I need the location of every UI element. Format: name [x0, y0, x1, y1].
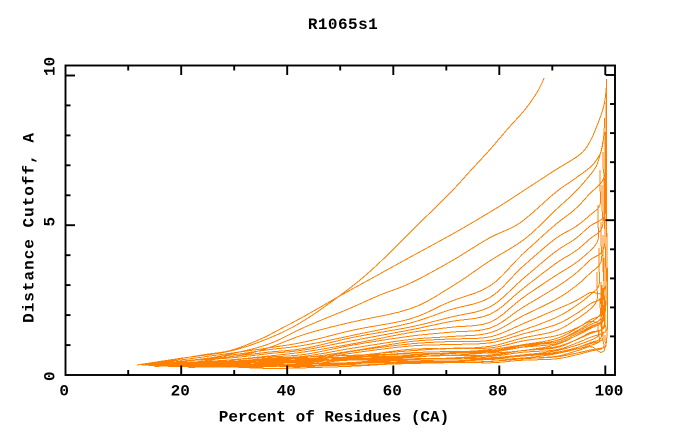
svg-text:R1065s1: R1065s1: [308, 16, 378, 34]
svg-text:60: 60: [383, 383, 402, 401]
svg-text:Percent of Residues (CA): Percent of Residues (CA): [219, 409, 449, 427]
svg-text:100: 100: [595, 383, 624, 401]
svg-text:80: 80: [488, 383, 507, 401]
svg-text:0: 0: [42, 371, 60, 381]
svg-text:20: 20: [171, 383, 190, 401]
svg-text:40: 40: [277, 383, 296, 401]
svg-text:0: 0: [59, 383, 69, 401]
svg-text:Distance Cutoff, A: Distance Cutoff, A: [21, 132, 39, 323]
svg-text:10: 10: [42, 57, 60, 76]
svg-text:5: 5: [42, 217, 60, 227]
